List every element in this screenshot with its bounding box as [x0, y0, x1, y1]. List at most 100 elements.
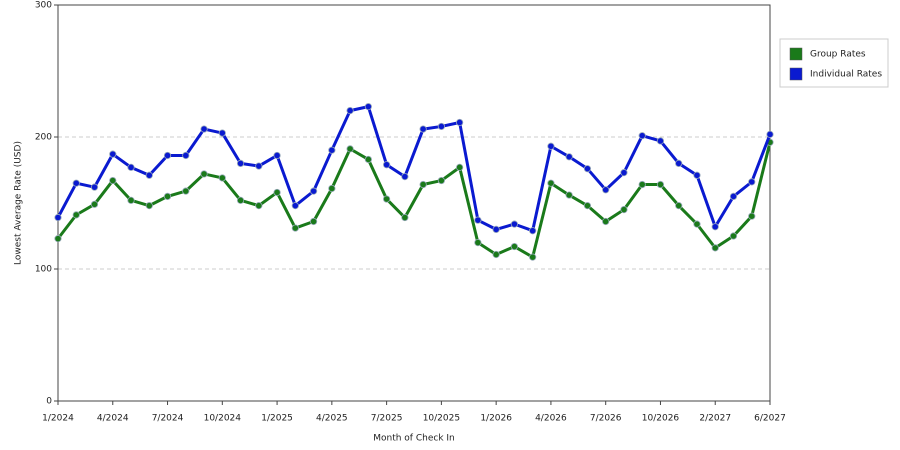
x-tick-label: 10/2026: [642, 414, 680, 424]
data-point: [693, 171, 701, 179]
data-point: [583, 202, 592, 210]
data-point: [602, 217, 610, 226]
data-point: [602, 186, 610, 194]
legend-label: Individual Rates: [810, 70, 882, 80]
data-point: [291, 224, 299, 232]
data-point: [547, 142, 555, 150]
series-line: [56, 141, 772, 259]
x-tick-label: 7/2025: [371, 414, 403, 424]
data-point: [474, 216, 482, 224]
plot-frame: [57, 4, 771, 402]
data-point: [729, 232, 738, 240]
data-point: [218, 174, 226, 182]
data-point: [656, 180, 665, 189]
x-tick-label: 2/2027: [699, 414, 731, 424]
data-point: [656, 137, 665, 145]
data-point: [437, 176, 445, 185]
data-point: [328, 146, 336, 154]
data-point: [620, 169, 628, 177]
data-point: [163, 192, 172, 200]
data-point: [236, 196, 245, 204]
data-point: [529, 227, 537, 235]
data-point: [90, 200, 99, 208]
data-point: [729, 192, 738, 200]
x-tick-label: 4/2026: [535, 414, 567, 424]
data-point: [364, 155, 372, 164]
data-point: [456, 118, 464, 127]
data-point: [72, 179, 80, 187]
data-point: [109, 150, 117, 158]
data-point: [145, 202, 153, 210]
legend-swatch: [789, 47, 803, 61]
data-point: [565, 153, 573, 161]
x-tick-label: 7/2026: [590, 414, 622, 424]
y-axis-label: Lowest Average Rate (USD): [14, 141, 24, 265]
data-point: [419, 180, 427, 189]
y-tick-label: 0: [46, 397, 52, 407]
data-point: [401, 173, 409, 181]
data-point: [437, 122, 445, 131]
data-point: [401, 213, 409, 222]
data-point: [236, 159, 245, 167]
legend-label: Group Rates: [810, 50, 866, 60]
data-point: [383, 195, 391, 203]
data-point: [309, 187, 318, 195]
data-point: [90, 183, 99, 191]
data-point: [163, 151, 172, 160]
data-point: [127, 163, 135, 171]
data-point: [255, 202, 263, 210]
data-point: [145, 171, 153, 179]
data-point: [583, 165, 592, 173]
data-point: [711, 223, 719, 231]
x-tick-label: 7/2024: [152, 414, 184, 424]
data-point: [638, 132, 646, 140]
y-tick-label: 300: [35, 1, 52, 11]
data-point: [510, 220, 519, 228]
data-point: [529, 253, 537, 261]
data-point: [182, 187, 190, 195]
data-point: [72, 211, 80, 219]
data-point: [200, 125, 208, 133]
data-point: [291, 202, 299, 210]
data-point: [255, 162, 263, 170]
data-point: [547, 179, 555, 187]
x-tick-label: 4/2024: [97, 414, 129, 424]
data-point: [109, 176, 117, 185]
data-point: [54, 213, 62, 222]
data-point: [218, 129, 226, 137]
data-point: [766, 130, 774, 138]
data-point: [273, 188, 281, 197]
data-point: [620, 206, 628, 214]
data-point: [675, 202, 683, 210]
x-tick-label: 6/2027: [754, 414, 786, 424]
data-point: [127, 196, 135, 204]
data-point: [748, 212, 756, 220]
data-point: [456, 163, 464, 171]
x-tick-label: 4/2025: [316, 414, 348, 424]
legend-swatch: [789, 67, 803, 81]
data-point: [309, 217, 318, 226]
data-point: [748, 178, 756, 186]
data-point: [510, 242, 519, 251]
x-tick-label: 1/2026: [480, 414, 512, 424]
data-point: [328, 184, 336, 193]
y-tick-label: 200: [35, 133, 52, 143]
data-point: [54, 235, 62, 243]
data-point: [638, 180, 646, 189]
data-point: [492, 225, 500, 233]
x-tick-label: 1/2025: [261, 414, 293, 424]
data-point: [200, 170, 208, 178]
y-tick-label: 100: [35, 265, 52, 275]
x-tick-label: 10/2024: [204, 414, 242, 424]
series-line: [56, 105, 772, 233]
data-point: [273, 151, 281, 160]
data-point: [383, 161, 391, 169]
x-tick-label: 1/2024: [42, 414, 74, 424]
data-point: [419, 125, 427, 133]
data-point: [346, 107, 354, 115]
data-point: [492, 250, 500, 259]
data-point: [675, 159, 683, 167]
data-point: [565, 191, 573, 199]
data-point: [346, 145, 354, 153]
